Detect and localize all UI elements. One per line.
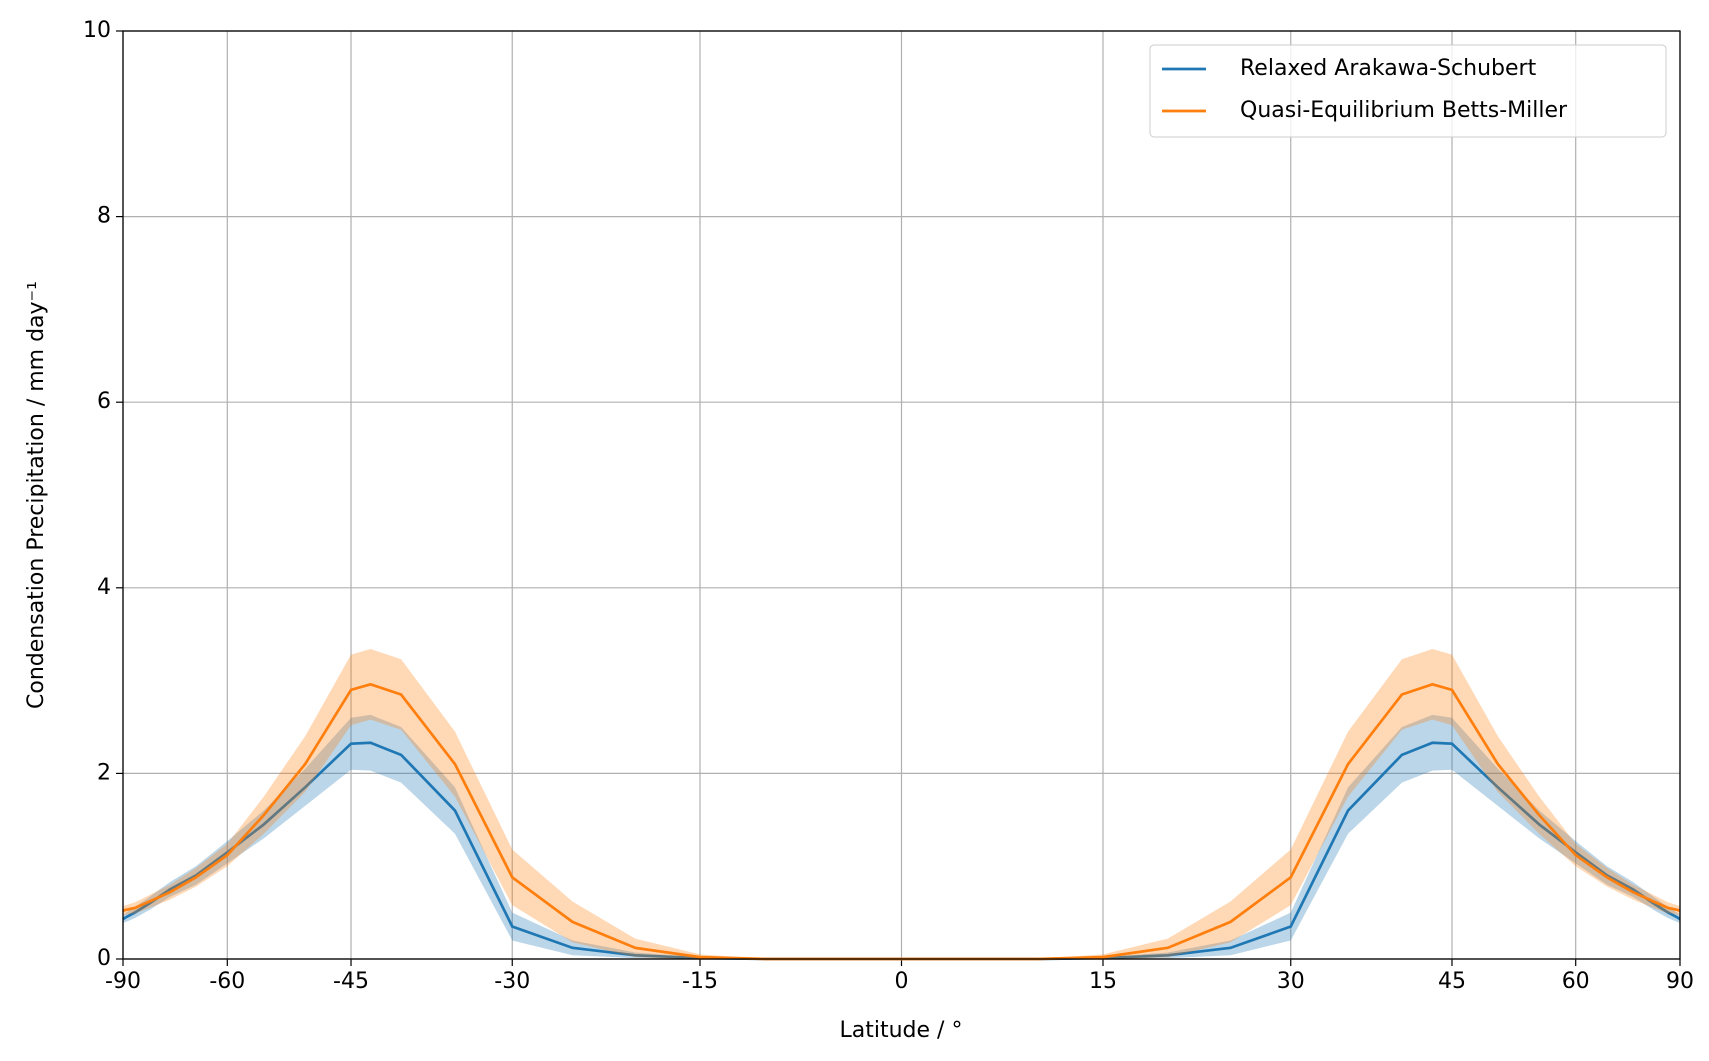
x-tick-label: -45 [333,969,369,994]
x-tick-label: 0 [895,969,909,994]
legend-box [1149,44,1667,138]
x-tick-label: -15 [682,969,718,994]
x-tick-label: 30 [1277,969,1305,994]
legend: Relaxed Arakawa-Schubert Quasi-Equilibriu… [1149,44,1667,138]
y-tick-label: 4 [97,575,111,600]
x-tick-label: 15 [1089,969,1117,994]
plot-frame [122,30,1681,960]
y-tick-label: 10 [83,18,111,43]
x-axis-label: Latitude / ° [840,1018,963,1043]
x-tick-label: -30 [494,969,530,994]
x-tick-label: 60 [1562,969,1590,994]
x-tick-label: -60 [209,969,245,994]
x-tick-label: 45 [1438,969,1466,994]
y-tick-label: 0 [97,946,111,971]
legend-label: Quasi-Equilibrium Betts-Miller [1240,98,1568,123]
spread-band [123,649,1680,960]
y-tick-label: 6 [97,389,111,414]
y-axis-label: Condensation Precipitation / mm day⁻¹ [24,281,49,709]
x-tick-label: -90 [105,969,141,994]
y-tick-label: 8 [97,204,111,229]
y-tick-label: 2 [97,760,111,785]
x-tick-label: 90 [1666,969,1694,994]
legend-label: Relaxed Arakawa-Schubert [1240,56,1537,81]
